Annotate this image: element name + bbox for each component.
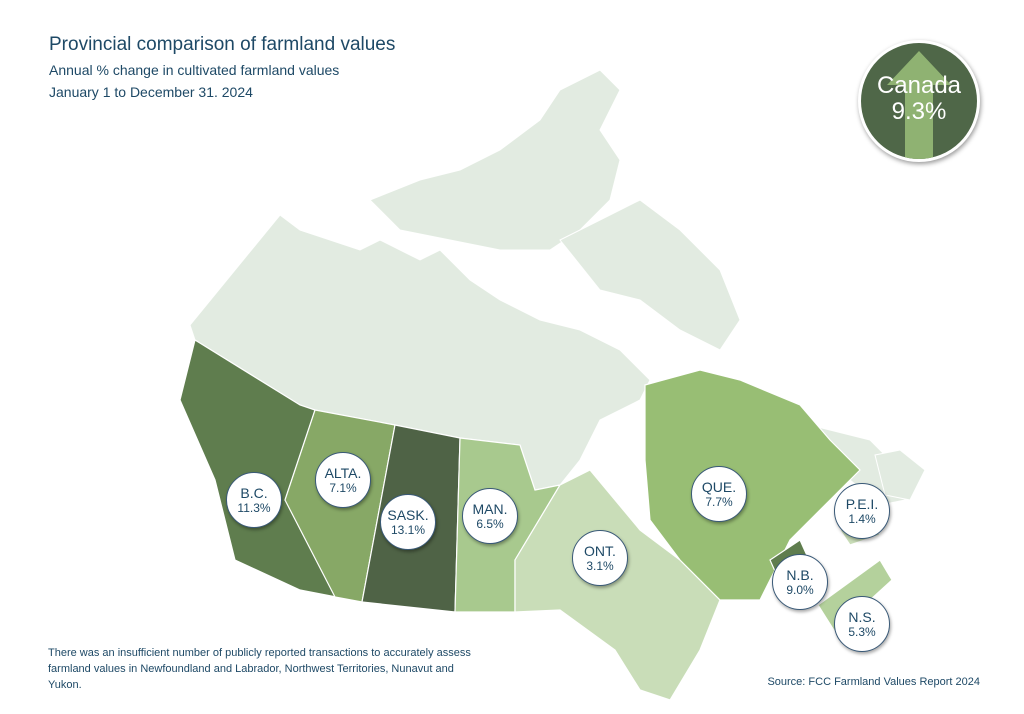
- province-value: 11.3%: [237, 500, 271, 515]
- canada-badge: Canada 9.3%: [858, 40, 980, 162]
- region-newfoundland-island: [874, 449, 926, 501]
- province-quebec: [644, 369, 861, 601]
- label-bc: B.C. 11.3%: [226, 472, 282, 528]
- label-saskatchewan: SASK. 13.1%: [380, 494, 436, 550]
- province-name: B.C.: [240, 484, 268, 501]
- province-name: P.E.I.: [845, 495, 879, 512]
- label-ontario: ONT. 3.1%: [572, 530, 628, 586]
- label-ns: N.S. 5.3%: [834, 596, 890, 652]
- province-name: ALTA.: [324, 464, 362, 481]
- province-ontario: [514, 469, 721, 701]
- province-name: N.S.: [848, 608, 876, 625]
- footnote: There was an insufficient number of publ…: [48, 647, 471, 691]
- label-pei: P.E.I. 1.4%: [834, 483, 890, 539]
- province-name: MAN.: [472, 500, 508, 517]
- national-name: Canada: [876, 72, 962, 99]
- page-title: Provincial comparison of farmland values: [49, 34, 396, 55]
- source-credit: Source: FCC Farmland Values Report 2024: [767, 676, 980, 688]
- province-value: 3.1%: [586, 558, 614, 573]
- province-value: 9.0%: [786, 582, 814, 597]
- date-range: January 1 to December 31. 2024: [49, 84, 253, 100]
- province-name: ONT.: [584, 542, 616, 559]
- province-value: 7.1%: [329, 480, 357, 495]
- label-nb: N.B. 9.0%: [772, 554, 828, 610]
- label-alberta: ALTA. 7.1%: [315, 452, 371, 508]
- label-manitoba: MAN. 6.5%: [462, 488, 518, 544]
- region-baffin: [559, 199, 741, 351]
- national-value: 9.3%: [891, 98, 947, 125]
- province-name: QUE.: [701, 478, 737, 495]
- province-value: 5.3%: [848, 624, 876, 639]
- province-value: 13.1%: [390, 522, 426, 537]
- province-bc: [179, 339, 364, 603]
- province-name: N.B.: [786, 566, 814, 583]
- region-arctic-islands: [369, 69, 621, 251]
- arrow-up-icon: [887, 51, 951, 159]
- province-value: 7.7%: [705, 494, 733, 509]
- province-name: SASK.: [387, 506, 429, 523]
- subtitle: Annual % change in cultivated farmland v…: [49, 62, 340, 78]
- province-value: 1.4%: [848, 511, 876, 526]
- label-quebec: QUE. 7.7%: [691, 466, 747, 522]
- province-value: 6.5%: [476, 516, 504, 531]
